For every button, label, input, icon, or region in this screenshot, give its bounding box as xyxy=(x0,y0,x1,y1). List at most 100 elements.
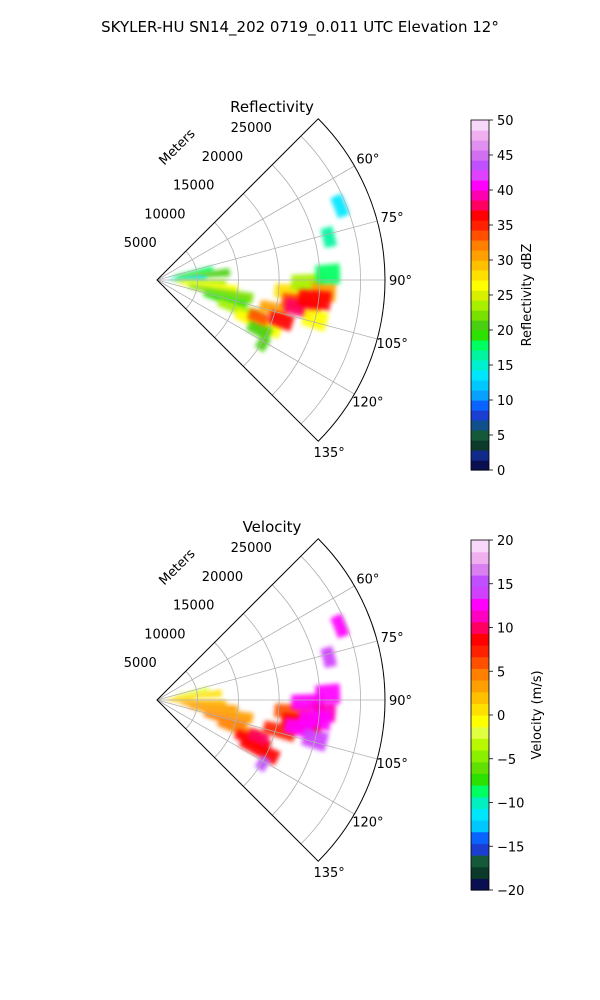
velocity-range-label: Meters xyxy=(157,546,199,588)
colorbar-segment xyxy=(471,773,489,786)
azimuth-tick-label: 135° xyxy=(313,866,344,881)
colorbar-segment xyxy=(471,761,489,774)
colorbar-segment xyxy=(471,220,489,231)
colorbar-segment xyxy=(471,598,489,611)
colorbar-segment xyxy=(471,310,489,321)
colorbar-segment xyxy=(471,180,489,191)
colorbar-segment xyxy=(471,130,489,141)
colorbar-tick-label: 30 xyxy=(497,254,514,269)
azimuth-tick-label: 75° xyxy=(381,211,404,226)
colorbar-segment xyxy=(471,610,489,623)
colorbar-segment xyxy=(471,551,489,564)
echo-cell xyxy=(297,289,332,312)
colorbar-segment xyxy=(471,120,489,131)
range-tick-label: 25000 xyxy=(231,541,272,556)
colorbar-segment xyxy=(471,200,489,211)
colorbar-segment xyxy=(471,843,489,856)
colorbar-segment xyxy=(471,150,489,161)
colorbar-segment xyxy=(471,855,489,868)
velocity-echoes xyxy=(165,613,350,773)
azimuth-tick-label: 75° xyxy=(381,631,404,646)
colorbar-segment xyxy=(471,160,489,171)
azimuth-tick-label: 90° xyxy=(389,694,412,709)
colorbar-segment xyxy=(471,450,489,461)
colorbar-segment xyxy=(471,586,489,599)
colorbar-segment xyxy=(471,831,489,844)
colorbar-segment xyxy=(471,380,489,391)
colorbar-segment xyxy=(471,320,489,331)
colorbar-segment xyxy=(471,645,489,658)
colorbar-tick-label: 20 xyxy=(497,324,514,339)
echo-cell xyxy=(172,266,214,278)
colorbar-segment xyxy=(471,430,489,441)
echo-cell xyxy=(330,613,350,639)
colorbar-segment xyxy=(471,360,489,371)
velocity-azimuth-tick-labels: 60° 75° 90° 105° 120° 135° xyxy=(313,572,411,881)
velocity-colorbar: −20 −15 −10 −5 0 5 10 15 20 xyxy=(470,534,524,899)
colorbar-tick-label: 5 xyxy=(497,665,505,680)
colorbar-tick-label: 35 xyxy=(497,219,514,234)
echo-cell xyxy=(238,736,281,766)
colorbar-tick-label: 10 xyxy=(497,394,514,409)
colorbar-segment xyxy=(471,820,489,833)
colorbar-segment xyxy=(471,808,489,821)
colorbar-segment xyxy=(471,633,489,646)
colorbar-segment xyxy=(471,540,489,553)
colorbar-segment xyxy=(471,190,489,201)
azimuth-tick-label: 60° xyxy=(356,572,379,587)
colorbar-segment xyxy=(471,738,489,751)
colorbar-segment xyxy=(471,668,489,681)
reflectivity-polar-grid xyxy=(156,118,386,442)
colorbar-tick-label: 5 xyxy=(497,429,505,444)
azimuth-tick-label: 135° xyxy=(313,446,344,461)
colorbar-segment xyxy=(471,726,489,739)
colorbar-tick-label: 15 xyxy=(497,578,514,593)
colorbar-tick-label: 45 xyxy=(497,149,514,164)
colorbar-tick-label: 50 xyxy=(497,114,514,129)
reflectivity-panel: Reflectivity Meters 5000 10000 15000 20000 2… xyxy=(124,98,535,479)
reflectivity-range-tick-labels: 5000 10000 15000 20000 25000 xyxy=(124,121,272,251)
reflectivity-range-label: Meters xyxy=(157,126,199,168)
azimuth-tick-label: 105° xyxy=(377,757,408,772)
azimuth-tick-label: 90° xyxy=(389,274,412,289)
reflectivity-echoes xyxy=(169,193,350,353)
velocity-colorbar-label: Velocity (m/s) xyxy=(530,670,545,759)
colorbar-segment xyxy=(471,260,489,271)
range-tick-label: 25000 xyxy=(231,121,272,136)
azimuth-spoke xyxy=(156,165,355,281)
colorbar-segment xyxy=(471,656,489,669)
sector-outline xyxy=(156,118,386,442)
colorbar-segment xyxy=(471,575,489,588)
colorbar-segment xyxy=(471,370,489,381)
colorbar-segment xyxy=(471,340,489,351)
colorbar-segment xyxy=(471,621,489,634)
azimuth-spoke xyxy=(156,279,378,340)
echo-cell xyxy=(315,683,341,704)
colorbar-tick-label: 0 xyxy=(497,464,505,479)
colorbar-segment xyxy=(471,440,489,451)
echo-cell xyxy=(177,268,231,280)
colorbar-tick-label: −15 xyxy=(497,840,524,855)
azimuth-spoke xyxy=(156,279,355,395)
colorbar-segment xyxy=(471,715,489,728)
colorbar-segment xyxy=(471,563,489,576)
velocity-panel: Velocity Meters 5000 10000 15000 20000 25000… xyxy=(124,518,545,899)
range-tick-label: 15000 xyxy=(173,179,214,194)
echo-cell xyxy=(330,193,350,219)
colorbar-segment xyxy=(471,210,489,221)
figure-suptitle: SKYLER-HU SN14_202 0719_0.011 UTC Elevat… xyxy=(101,18,499,37)
colorbar-segment xyxy=(471,330,489,341)
range-tick-label: 5000 xyxy=(124,656,157,671)
colorbar-segment xyxy=(471,750,489,763)
colorbar-segment xyxy=(471,866,489,879)
colorbar-tick-label: 25 xyxy=(497,289,514,304)
azimuth-spoke xyxy=(156,585,355,701)
colorbar-segment xyxy=(471,140,489,151)
velocity-polar-grid xyxy=(156,538,386,862)
azimuth-spoke xyxy=(156,699,355,815)
echo-cell xyxy=(297,709,332,732)
colorbar-tick-label: 15 xyxy=(497,359,514,374)
colorbar-tick-label: 40 xyxy=(497,184,514,199)
range-tick-label: 10000 xyxy=(144,627,185,642)
